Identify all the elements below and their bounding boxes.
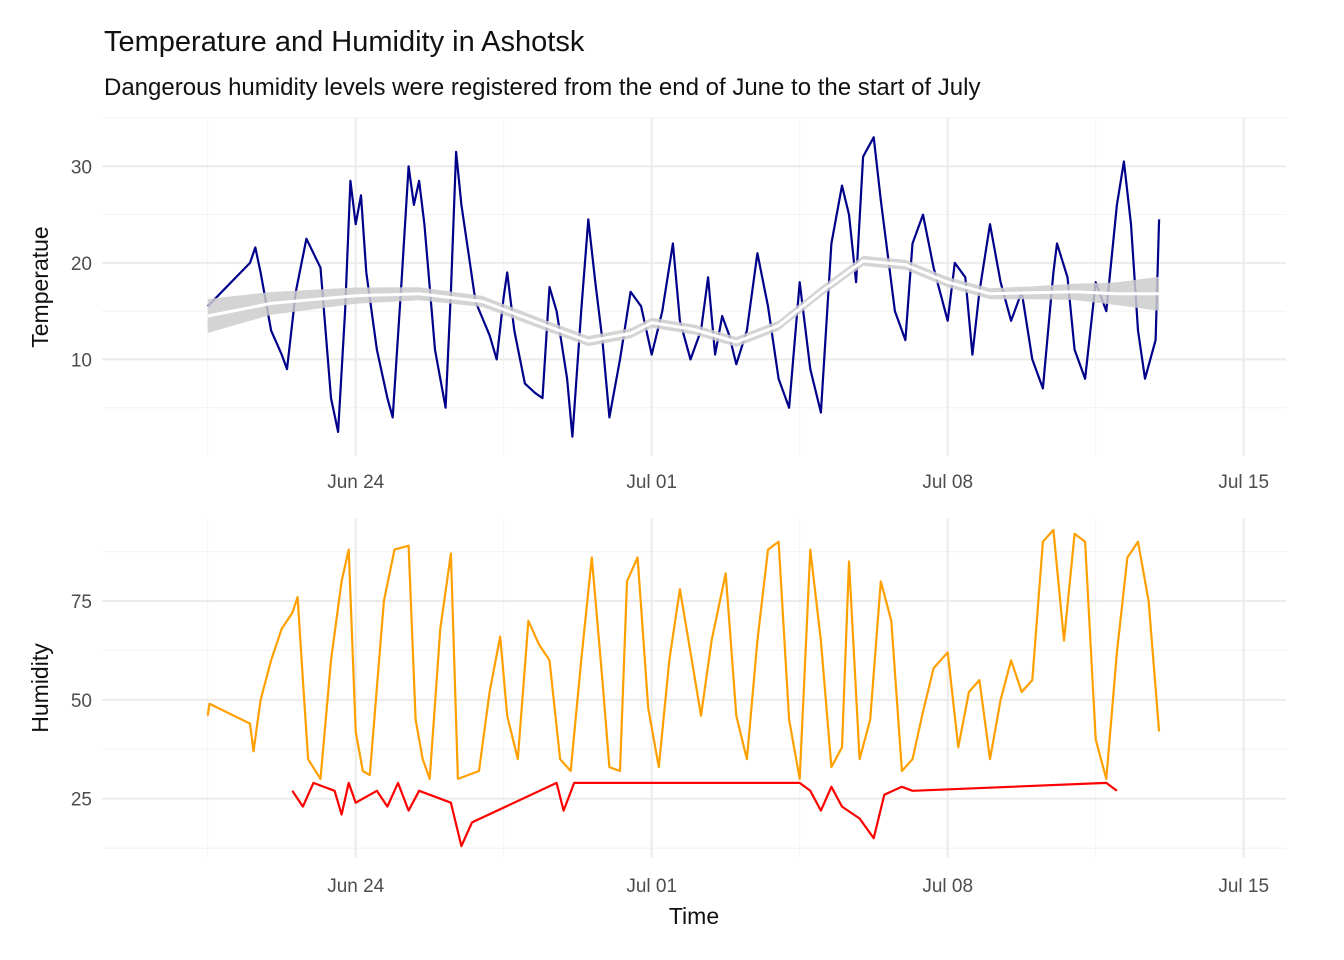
y-tick-label: 75 — [71, 592, 92, 613]
humidity-line — [206, 528, 1161, 781]
y-tick-label: 25 — [71, 790, 92, 811]
y-tick-label: 10 — [71, 350, 92, 371]
x-tick-label: Jul 01 — [626, 472, 677, 493]
y-tick-label: 50 — [71, 691, 92, 712]
x-tick-label: Jul 15 — [1218, 876, 1269, 897]
smooth-line — [207, 259, 1160, 344]
x-tick-label: Jun 24 — [327, 876, 384, 897]
chart-title: Temperature and Humidity in Ashotsk — [104, 26, 585, 58]
danger-humidity-line — [291, 781, 1118, 848]
y-tick-label: 20 — [71, 254, 92, 275]
x-tick-label: Jul 15 — [1218, 472, 1269, 493]
x-axis-title: Time — [669, 903, 719, 929]
temperature-line — [206, 136, 1161, 438]
humidity-panel: Jun 24 Jul 01 Jul 08 Jul 15 25 50 75 Humidity Ti… — [27, 518, 1286, 929]
y-axis-title: Humidity — [27, 643, 53, 733]
temperature-panel: Jun 24 Jul 01 Jul 08 Jul 15 10 20 30 Temperatue — [27, 117, 1286, 493]
x-tick-label: Jul 08 — [922, 472, 973, 493]
x-tick-label: Jul 08 — [922, 876, 973, 897]
chart-subtitle: Dangerous humidity levels were registere… — [104, 74, 981, 101]
x-tick-label: Jul 01 — [626, 876, 677, 897]
x-tick-label: Jun 24 — [327, 472, 384, 493]
y-axis-title: Temperatue — [27, 226, 53, 347]
y-tick-label: 30 — [71, 157, 92, 178]
